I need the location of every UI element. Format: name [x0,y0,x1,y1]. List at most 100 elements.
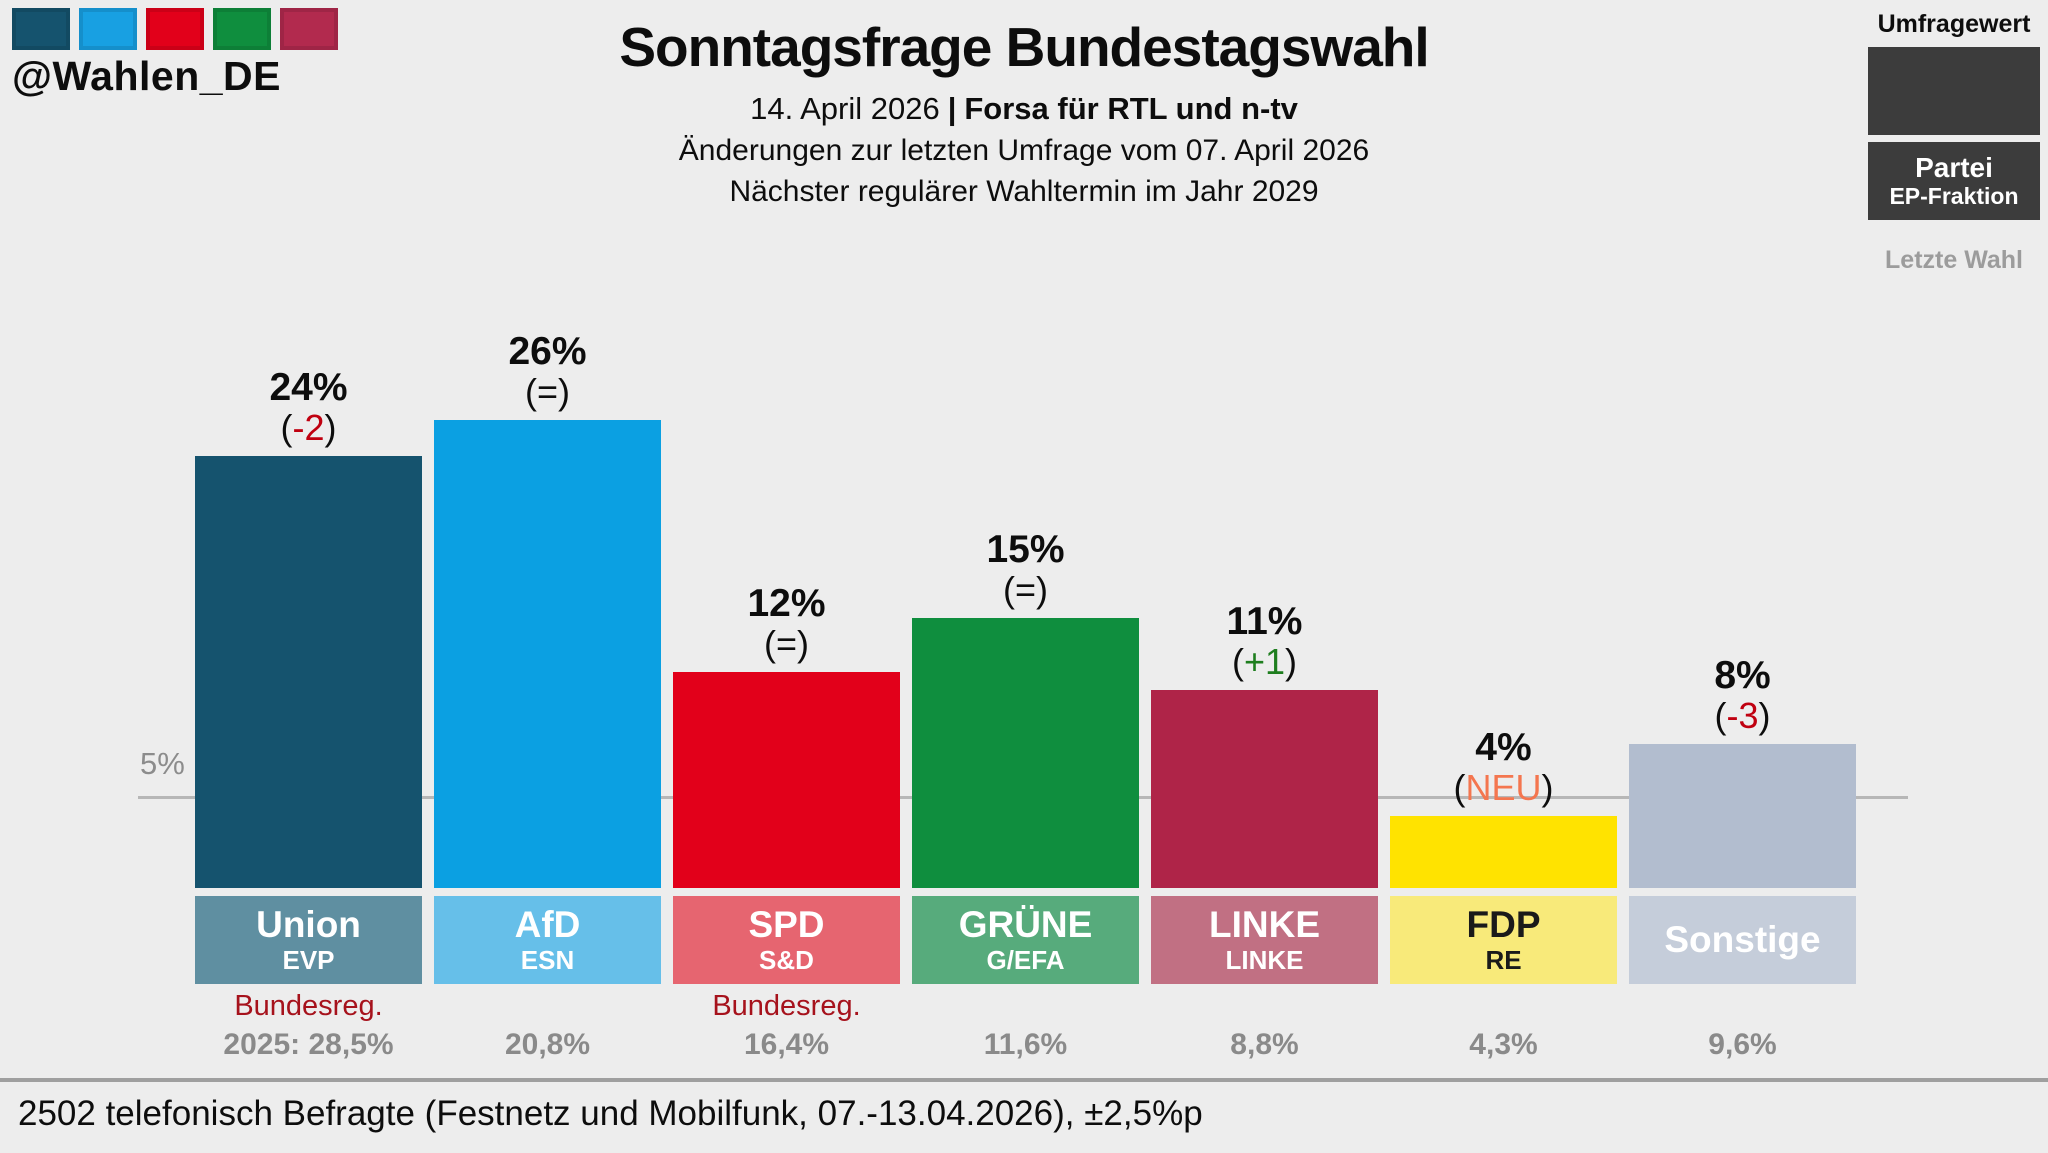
change-paren-open: ( [280,407,293,449]
poll-value-label: 4% [1475,726,1532,770]
party-ep-fraction: RE [1485,945,1522,976]
party-label-box: AfD ESN [434,896,661,984]
logo-square [79,8,137,50]
party-column: 26% (=) AfD ESN 20,8% [434,248,661,1062]
party-label-box: Sonstige [1629,896,1856,984]
poll-date: 14. April 2026 [750,91,940,127]
party-plot-area: 26% (=) [434,248,661,888]
logo-square [12,8,70,50]
value-label-block: 8% (-3) [1714,654,1771,737]
legend-partei-label: Partei [1915,151,1993,183]
subtitle-separator: | [947,91,957,127]
change-value: = [1014,569,1037,611]
value-label-block: 4% (NEU) [1453,726,1554,809]
party-ep-fraction: S&D [759,945,814,976]
party-column: 8% (-3) Sonstige 9,6% [1629,248,1856,1062]
party-bar [1151,690,1378,888]
party-label-box: FDP RE [1390,896,1617,984]
party-label-box: GRÜNE G/EFA [912,896,1139,984]
party-bar [912,618,1139,888]
change-paren-open: ( [763,623,776,665]
logo-square [146,8,204,50]
change-paren-close: ) [1285,641,1298,683]
poll-value-label: 15% [986,528,1065,572]
government-note: Bundesreg. [234,990,383,1022]
change-paren-close: ) [324,407,337,449]
party-bar [195,456,422,888]
legend-letzte-wahl-label: Letzte Wahl [1885,246,2023,274]
change-value: +1 [1243,641,1286,683]
party-bar [673,672,900,888]
change-value: NEU [1465,767,1542,809]
change-label: (+1) [1227,641,1303,683]
change-paren-close: ) [1541,767,1554,809]
party-plot-area: 15% (=) [912,248,1139,888]
threshold-5-percent-label: 5% [140,746,185,781]
poll-value-label: 12% [747,582,826,626]
methodology-note: 2502 telefonisch Befragte (Festnetz und … [18,1094,1203,1133]
change-paren-close: ) [797,623,810,665]
last-election-result: 16,4% [743,1028,830,1061]
change-label: (NEU) [1453,767,1554,809]
government-note: Bundesreg. [712,990,861,1022]
party-name: FDP [1466,904,1541,946]
value-label-block: 26% (=) [508,330,587,413]
change-label: (-3) [1714,695,1771,737]
party-name: AfD [514,904,581,946]
last-election-result: 8,8% [1230,1028,1299,1061]
party-column: 4% (NEU) FDP RE 4,3% [1390,248,1617,1062]
party-plot-area: 8% (-3) [1629,248,1856,888]
change-label: (-2) [269,407,347,449]
last-election-result: 20,8% [504,1028,591,1061]
value-label-block: 15% (=) [986,528,1065,611]
poll-value-label: 11% [1226,600,1303,644]
party-label-box: Union EVP [195,896,422,984]
change-paren-open: ( [524,371,537,413]
last-election-result: 11,6% [983,1028,1068,1061]
legend-umfragewert-label: Umfragewert [1877,10,2031,38]
party-name: Sonstige [1664,918,1821,960]
party-plot-area: 12% (=) [673,248,900,888]
last-election-result: 2025: 28,5% [223,1028,394,1061]
change-value: -3 [1726,695,1759,737]
change-label: (=) [986,569,1064,611]
change-paren-open: ( [1002,569,1015,611]
change-reference-note: Änderungen zur letzten Umfrage vom 07. A… [678,133,1370,167]
next-election-note: Nächster regulärer Wahltermin im Jahr 20… [729,175,1319,209]
change-paren-close: ) [1036,569,1049,611]
logo-square [280,8,338,50]
party-bar [434,420,661,888]
party-ep-fraction: EVP [282,945,335,976]
chart-header: Sonntagsfrage Bundestagswahl 14. April 2… [0,16,2048,210]
poll-value-label: 24% [269,366,348,410]
party-ep-fraction: LINKE [1225,945,1304,976]
change-value: = [775,623,798,665]
party-name: LINKE [1209,904,1320,946]
legend-ep-fraktion-label: EP-Fraktion [1889,182,2019,209]
last-election-result: 9,6% [1708,1028,1777,1061]
party-plot-area: 24% (-2) [195,248,422,888]
party-name: Union [256,904,361,946]
change-paren-close: ) [1758,695,1771,737]
party-label-box: SPD S&D [673,896,900,984]
party-column: 11% (+1) LINKE LINKE 8,8% [1151,248,1378,1062]
chart-subtitle: 14. April 2026 | Forsa für RTL und n-tv [0,91,2048,127]
legend: Umfragewert Partei EP-Fraktion Letzte Wa… [1868,10,2040,275]
change-value: -2 [292,407,325,449]
party-label-box: LINKE LINKE [1151,896,1378,984]
value-label-block: 24% (-2) [269,366,348,449]
party-column: 24% (-2) Union EVP Bundesreg. 2025: 28,5… [195,248,422,1062]
value-label-block: 12% (=) [747,582,826,665]
poll-value-label: 26% [508,330,587,374]
change-paren-open: ( [1714,695,1727,737]
party-plot-area: 11% (+1) [1151,248,1378,888]
party-ep-fraction: G/EFA [986,945,1065,976]
wahlen-de-logo: @Wahlen_DE [12,8,338,100]
legend-bar-sample [1868,47,2040,135]
change-label: (=) [747,623,825,665]
poll-value-label: 8% [1714,654,1771,698]
party-plot-area: 4% (NEU) [1390,248,1617,888]
change-paren-open: ( [1231,641,1244,683]
party-ep-fraction: ESN [520,945,575,976]
